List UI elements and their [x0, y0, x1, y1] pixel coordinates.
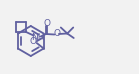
Text: O: O	[54, 29, 61, 38]
Text: NH: NH	[31, 33, 45, 42]
Text: O: O	[30, 37, 37, 46]
Text: O: O	[43, 18, 50, 28]
